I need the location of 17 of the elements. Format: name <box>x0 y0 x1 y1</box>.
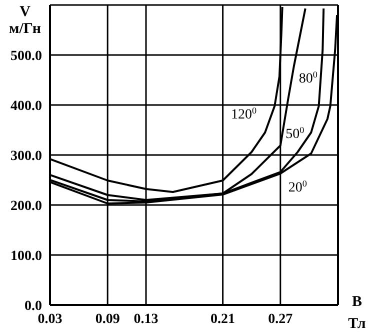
y-axis-title: V м/Гн <box>9 4 42 37</box>
series-label: 80$^{0}$ <box>298 70 318 86</box>
x-tick-label: 0.13 <box>134 312 158 327</box>
x-tick-label: 0.09 <box>95 312 120 327</box>
y-tick-label: 400.0 <box>10 98 42 114</box>
y-tick-label: 300.0 <box>10 148 42 164</box>
y-tick-label: 500.0 <box>10 48 42 64</box>
y-tick-label: 100.0 <box>10 248 42 264</box>
x-tick-label: 0.27 <box>268 312 293 327</box>
series-label: 50$^{0}$ <box>286 125 305 142</box>
series-label: 20$^{0}$ <box>288 178 308 196</box>
x-tick-label: 0.21 <box>210 312 236 327</box>
series-label: 120$^{0}$ <box>231 106 258 122</box>
x-tick-label: 0.03 <box>38 312 62 327</box>
y-tick-label: 0.0 <box>24 298 42 314</box>
x-axis-title: B Тл <box>348 294 366 332</box>
y-tick-label: 200.0 <box>10 198 42 214</box>
